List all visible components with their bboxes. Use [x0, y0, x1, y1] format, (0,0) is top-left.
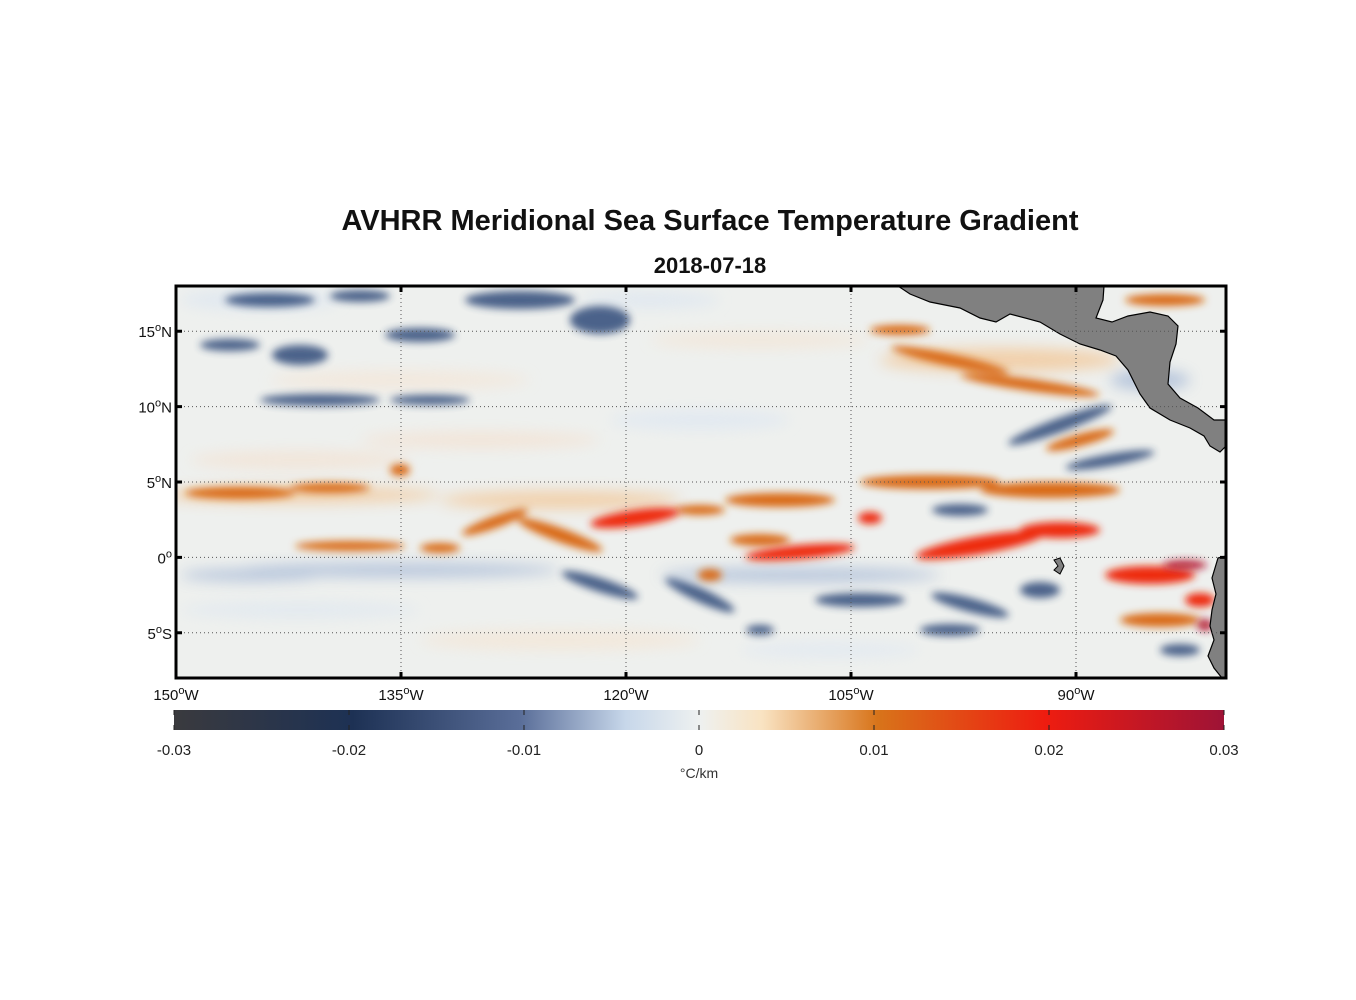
colorbar-tick-label: -0.03	[157, 742, 191, 759]
colorbar-ticks: -0.03 -0.02 -0.01 0 0.01 0.02 0.03	[157, 710, 1239, 759]
colorbar-tick-label: -0.01	[507, 742, 541, 759]
colorbar-label: °C/km	[680, 765, 718, 781]
colorbar-tick-label: 0.01	[859, 742, 888, 759]
colorbar-tick-label: 0.03	[1209, 742, 1238, 759]
lat-tick-label: 10oN	[138, 398, 172, 417]
chart-title: AVHRR Meridional Sea Surface Temperature…	[341, 205, 1079, 237]
lon-tick-label: 105oW	[828, 685, 874, 704]
colorbar-tick-label: 0	[695, 742, 703, 759]
lon-tick-label: 150oW	[153, 685, 199, 704]
sst-gradient-field	[176, 286, 1226, 678]
lat-tick-label: 0o	[158, 548, 172, 567]
lat-tick-label: 15oN	[138, 322, 172, 341]
lon-tick-label: 135oW	[378, 685, 424, 704]
colorbar-tick-label: -0.02	[332, 742, 366, 759]
chart-subtitle: 2018-07-18	[653, 253, 767, 278]
colorbar-tick-label: 0.02	[1034, 742, 1063, 759]
lon-tick-label: 90oW	[1058, 685, 1096, 704]
lat-tick-label: 5oS	[148, 624, 172, 643]
lat-tick-label: 5oN	[147, 473, 172, 492]
lon-tick-label: 120oW	[603, 685, 649, 704]
axis-ticks: 15oN 10oN 5oN 0o 5oS 150oW 135oW 120oW 105oW 90oW	[138, 286, 1226, 704]
colorbar	[174, 710, 1224, 730]
land-masses	[896, 286, 1226, 678]
